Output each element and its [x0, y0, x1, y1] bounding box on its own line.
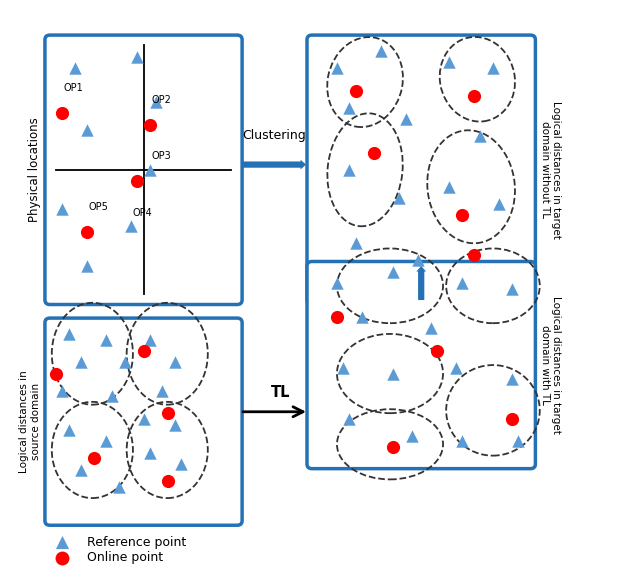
- Text: OP4: OP4: [132, 208, 152, 218]
- Text: OP1: OP1: [64, 83, 84, 93]
- Text: TL: TL: [271, 385, 291, 401]
- Point: [444, 58, 454, 67]
- Text: OP5: OP5: [89, 202, 109, 212]
- Point: [101, 437, 111, 446]
- Point: [388, 267, 398, 276]
- Point: [507, 414, 517, 423]
- Point: [376, 46, 386, 55]
- FancyBboxPatch shape: [307, 35, 535, 305]
- Point: [89, 454, 99, 463]
- Point: [457, 278, 467, 288]
- Point: [401, 114, 411, 123]
- Text: Online point: Online point: [87, 551, 163, 564]
- Point: [163, 477, 173, 486]
- Point: [132, 52, 142, 61]
- Point: [332, 63, 342, 72]
- Point: [170, 358, 180, 367]
- Point: [338, 363, 348, 372]
- Point: [507, 375, 517, 384]
- Point: [145, 448, 155, 457]
- Point: [469, 92, 479, 101]
- Point: [82, 228, 92, 237]
- Point: [151, 97, 161, 106]
- Point: [145, 335, 155, 344]
- Point: [101, 335, 111, 344]
- Point: [126, 222, 136, 231]
- Point: [145, 165, 155, 174]
- Point: [475, 131, 485, 140]
- Text: OP2: OP2: [151, 95, 171, 105]
- Point: [170, 420, 180, 429]
- Point: [107, 392, 117, 401]
- Point: [457, 211, 467, 220]
- Point: [344, 103, 354, 112]
- Point: [494, 199, 504, 208]
- Text: Reference point: Reference point: [87, 536, 187, 548]
- Point: [139, 346, 149, 355]
- Point: [120, 358, 130, 367]
- Text: Logical distances in target
domain with TL: Logical distances in target domain with …: [540, 296, 562, 434]
- Point: [357, 312, 367, 321]
- Point: [513, 437, 523, 446]
- Point: [332, 312, 342, 321]
- Point: [57, 538, 67, 547]
- Point: [344, 165, 354, 174]
- Point: [132, 177, 142, 186]
- Point: [344, 414, 354, 423]
- Point: [176, 460, 186, 469]
- FancyBboxPatch shape: [307, 261, 535, 469]
- Point: [57, 205, 67, 214]
- FancyBboxPatch shape: [45, 318, 242, 525]
- Text: Logical distances in target
domain without TL: Logical distances in target domain witho…: [540, 101, 562, 239]
- Point: [82, 261, 92, 271]
- Text: Clustering: Clustering: [243, 129, 306, 142]
- Point: [351, 239, 361, 248]
- Point: [488, 63, 498, 72]
- Point: [57, 553, 67, 562]
- Point: [57, 386, 67, 395]
- Point: [157, 386, 167, 395]
- Point: [407, 431, 417, 440]
- Point: [413, 256, 423, 265]
- Point: [145, 120, 155, 129]
- Point: [451, 363, 461, 372]
- Point: [332, 278, 342, 288]
- Point: [388, 443, 398, 452]
- Point: [163, 409, 173, 418]
- Text: Logical distances in
source domain: Logical distances in source domain: [19, 370, 41, 473]
- Point: [507, 284, 517, 293]
- FancyBboxPatch shape: [45, 35, 242, 305]
- Point: [64, 329, 74, 338]
- Point: [76, 358, 86, 367]
- Point: [51, 369, 61, 378]
- Point: [114, 482, 124, 491]
- Point: [388, 369, 398, 378]
- Point: [369, 148, 379, 157]
- Point: [426, 324, 436, 333]
- Text: OP3: OP3: [151, 151, 171, 161]
- Point: [57, 109, 67, 118]
- Point: [394, 194, 404, 203]
- Point: [457, 437, 467, 446]
- Point: [70, 63, 80, 72]
- Point: [139, 414, 149, 423]
- Point: [432, 346, 442, 355]
- Point: [351, 86, 361, 95]
- Point: [64, 426, 74, 435]
- Text: Physical locations: Physical locations: [27, 117, 41, 222]
- Point: [82, 126, 92, 135]
- Point: [76, 465, 86, 474]
- Point: [444, 182, 454, 191]
- Point: [469, 250, 479, 259]
